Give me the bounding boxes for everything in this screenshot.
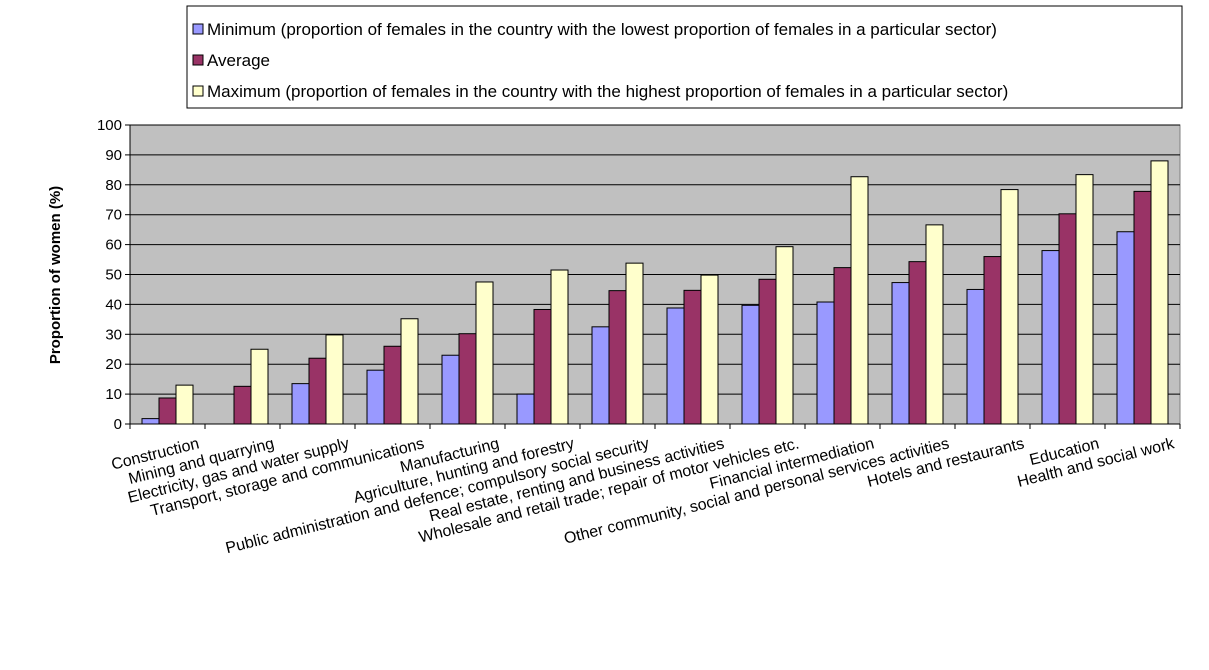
- y-tick-label: 10: [105, 386, 122, 403]
- bar-maximum-health-and-social-work: [1150, 160, 1169, 425]
- y-tick-label: 60: [105, 237, 122, 254]
- bar-maximum-agriculture-hunting-and-forestry: [550, 269, 569, 425]
- bar-average-hotels-and-restaurants: [983, 256, 1002, 425]
- bar-minimum-transport-storage-and-communications: [366, 369, 385, 425]
- bar-minimum-wholesale-and-retail-trade-repair-of-motor-vehicles-etc: [741, 304, 760, 425]
- bar-average-manufacturing: [458, 333, 477, 425]
- y-tick-label: 100: [97, 117, 122, 134]
- legend-swatch-average: [192, 54, 204, 66]
- bar-minimum-electricity-gas-and-water-supply: [291, 383, 310, 425]
- legend-swatch-maximum: [192, 85, 204, 97]
- y-tick-label: 50: [105, 267, 122, 284]
- y-tick-label: 30: [105, 326, 122, 343]
- bar-average-financial-intermediation: [833, 267, 852, 425]
- legend-frame: [186, 5, 1183, 109]
- bar-maximum-wholesale-and-retail-trade-repair-of-motor-vehicles-etc: [775, 246, 794, 425]
- bar-maximum-hotels-and-restaurants: [1000, 189, 1019, 425]
- bar-maximum-mining-and-quarrying: [250, 348, 269, 425]
- bar-minimum-agriculture-hunting-and-forestry: [516, 393, 535, 425]
- bar-maximum-financial-intermediation: [850, 176, 869, 425]
- y-axis-title: Proportion of women (%): [47, 186, 64, 364]
- y-tick-label: 40: [105, 296, 122, 313]
- bar-maximum-electricity-gas-and-water-supply: [325, 334, 344, 425]
- bar-minimum-education: [1041, 250, 1060, 425]
- y-tick-label: 0: [114, 416, 122, 433]
- legend-label-minimum: Minimum (proportion of females in the co…: [207, 20, 997, 39]
- bar-average-electricity-gas-and-water-supply: [308, 357, 327, 425]
- bar-minimum-financial-intermediation: [816, 301, 835, 425]
- bar-maximum-education: [1075, 174, 1094, 425]
- bar-maximum-real-estate-renting-and-business-activities: [700, 274, 719, 425]
- bar-average-public-administration-and-defence-compulsory-social-security: [608, 290, 627, 425]
- bar-average-transport-storage-and-communications: [383, 345, 402, 425]
- legend-label-average: Average: [207, 51, 270, 70]
- bar-average-agriculture-hunting-and-forestry: [533, 308, 552, 425]
- bar-minimum-construction: [141, 418, 160, 425]
- bar-minimum-manufacturing: [441, 354, 460, 425]
- bar-average-wholesale-and-retail-trade-repair-of-motor-vehicles-etc: [758, 278, 777, 425]
- bar-minimum-public-administration-and-defence-compulsory-social-security: [591, 326, 610, 425]
- bar-average-construction: [158, 397, 177, 425]
- bar-minimum-health-and-social-work: [1116, 231, 1135, 425]
- bar-maximum-construction: [175, 384, 194, 425]
- bar-maximum-other-community-social-and-personal-services-activities: [925, 224, 944, 425]
- bar-maximum-transport-storage-and-communications: [400, 318, 419, 425]
- axes: [125, 124, 1181, 429]
- y-tick-labels: 0 10 20 30 40 50 60 70 80 90 100: [97, 117, 122, 433]
- bar-average-real-estate-renting-and-business-activities: [683, 289, 702, 425]
- legend-swatch-minimum: [192, 23, 204, 35]
- legend: Minimum (proportion of females in the co…: [186, 5, 1183, 109]
- bar-average-mining-and-quarrying: [233, 385, 252, 425]
- bar-maximum-manufacturing: [475, 281, 494, 425]
- bar-minimum-other-community-social-and-personal-services-activities: [891, 282, 910, 425]
- y-tick-label: 70: [105, 207, 122, 224]
- legend-label-maximum: Maximum (proportion of females in the co…: [207, 82, 1008, 101]
- bar-minimum-real-estate-renting-and-business-activities: [666, 307, 685, 425]
- bar-minimum-hotels-and-restaurants: [966, 288, 985, 425]
- y-tick-label: 90: [105, 147, 122, 164]
- bar-average-health-and-social-work: [1133, 190, 1152, 425]
- y-tick-label: 20: [105, 356, 122, 373]
- bar-average-other-community-social-and-personal-services-activities: [908, 261, 927, 425]
- y-tick-label: 80: [105, 177, 122, 194]
- bar-maximum-public-administration-and-defence-compulsory-social-security: [625, 262, 644, 425]
- bar-average-education: [1058, 213, 1077, 425]
- bars: [141, 160, 1169, 425]
